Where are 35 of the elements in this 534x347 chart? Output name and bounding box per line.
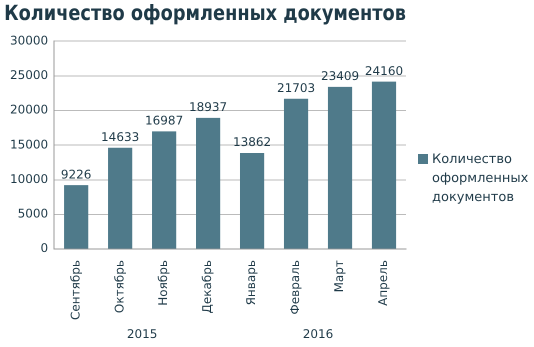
x-tick-label: Январь <box>244 260 258 306</box>
bar <box>328 86 352 249</box>
data-label: 9226 <box>60 167 92 182</box>
text: 2015 <box>126 327 158 342</box>
x-tick-label: Декабрь <box>200 260 214 314</box>
bar <box>372 82 396 249</box>
x-tick-label: Сентябрь <box>68 260 82 320</box>
y-tick-label: 0 <box>40 241 48 256</box>
x-tick-label: Ноябрь <box>156 260 170 306</box>
y-tick-label: 25000 <box>10 68 48 82</box>
data-label: 21703 <box>276 80 316 95</box>
legend-label: Количество оформленных документов <box>432 151 530 207</box>
x-tick-label: Октябрь <box>112 260 126 314</box>
bar <box>64 185 88 249</box>
data-label: 13862 <box>232 135 272 150</box>
bar <box>284 98 308 249</box>
data-label: 14633 <box>101 130 140 144</box>
y-tick-label: 30000 <box>10 33 48 48</box>
bar <box>196 118 220 249</box>
data-label: 18937 <box>189 100 228 114</box>
x-tick-label: Апрель <box>376 260 390 306</box>
data-label: 16987 <box>145 114 184 128</box>
y-tick-label: 5000 <box>18 206 48 221</box>
text: 2016 <box>302 327 334 342</box>
bar <box>240 153 264 249</box>
data-label: 24160 <box>364 64 404 78</box>
chart-title: Количество оформленных документов <box>4 0 406 26</box>
bar <box>152 131 176 249</box>
y-tick-label: 15000 <box>10 137 48 152</box>
y-tick-label: 20000 <box>10 102 48 117</box>
data-label: 23409 <box>320 69 360 83</box>
x-tick-label: Февраль <box>288 260 302 315</box>
x-tick-label: Март <box>332 260 346 292</box>
bar <box>108 148 132 249</box>
y-tick-label: 10000 <box>10 172 48 186</box>
